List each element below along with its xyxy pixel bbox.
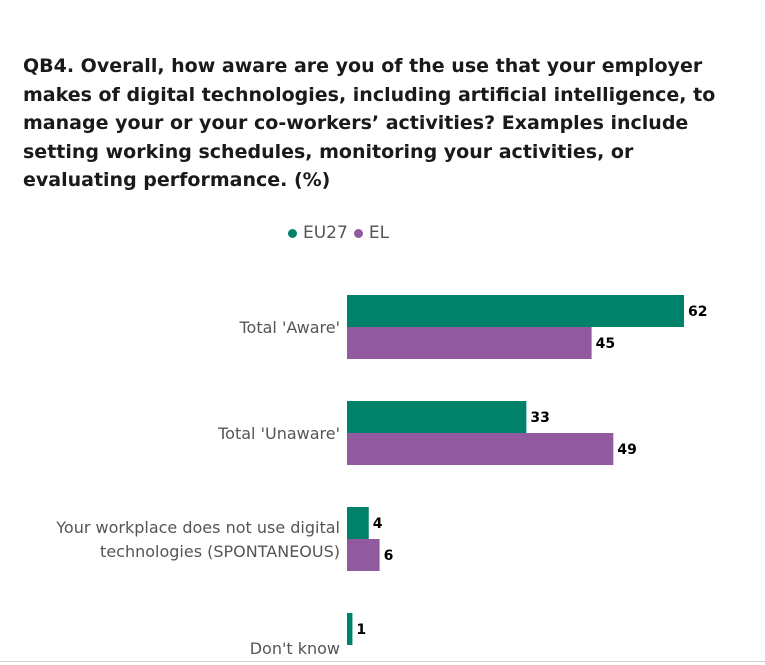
category-label-line: technologies (SPONTANEOUS) [100,542,340,561]
value-label-el: 45 [596,336,615,352]
bars [347,295,684,645]
value-label-eu27: 4 [373,516,383,532]
legend-item-eu27: EU27 [288,223,348,243]
bottom-divider [0,661,765,662]
category-label-line: Total 'Aware' [238,318,340,337]
legend-label-eu27: EU27 [303,223,348,243]
bar-eu27 [347,401,527,433]
legend-label-el: EL [368,223,390,243]
category-label-line: Don't know [250,639,340,658]
value-label-eu27: 33 [530,410,549,426]
category-label: Total 'Unaware' [217,424,340,443]
value-labels: 62 45 33 49 46 1 [356,304,707,638]
category-label-line: Your workplace does not use digital [55,518,340,537]
bar-el [347,433,614,465]
bar-el [347,327,592,359]
legend-swatch-eu27 [288,228,297,238]
category-labels: Total 'Aware' Total 'Unaware' Your workpla… [55,318,340,658]
bar-eu27 [347,507,369,539]
value-label-eu27: 62 [688,304,707,320]
chart-title: QB4. Overall, how aware are you of the u… [23,55,716,192]
legend-item-el: EL [353,223,390,243]
bar-eu27 [347,613,353,645]
value-label-eu27: 1 [356,622,366,638]
value-label-el: 6 [384,548,394,564]
category-label-line: Total 'Unaware' [217,424,340,443]
category-label: Total 'Aware' [238,318,340,337]
legend: EU27 EL [288,222,395,244]
value-label-el: 49 [617,442,636,458]
category-label: Don't know [250,639,340,658]
bar-eu27 [347,295,684,327]
category-label: Your workplace does not use digital techn… [55,518,340,561]
bar-el [347,539,380,571]
legend-swatch-el [353,228,363,238]
